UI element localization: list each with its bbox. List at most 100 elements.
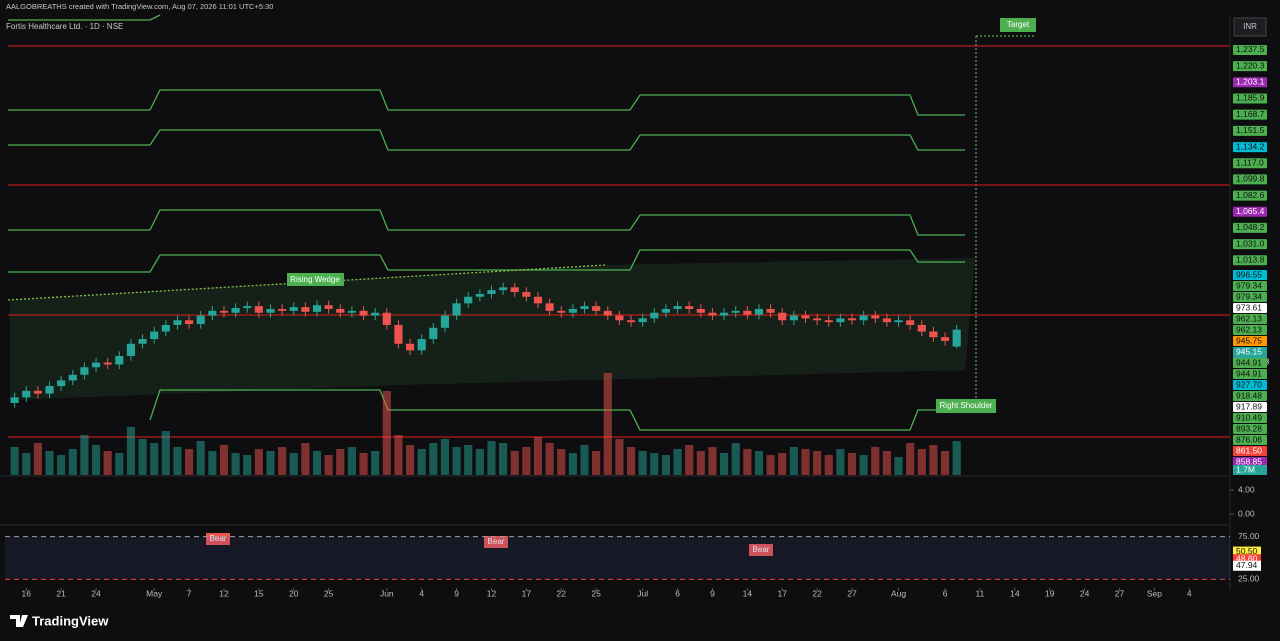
price-label: 1,203.1 xyxy=(1236,77,1265,87)
candle-body xyxy=(254,306,263,313)
rsi-label: 50.50 xyxy=(1236,546,1258,556)
volume-bar xyxy=(731,443,740,475)
candle-body xyxy=(452,303,461,316)
candle-body xyxy=(161,324,170,332)
x-tick-label: May xyxy=(146,588,163,598)
annotation-box xyxy=(287,273,344,286)
y-tick-label: 4.00 xyxy=(1238,484,1255,494)
volume-bar xyxy=(324,455,333,475)
candle-body xyxy=(196,315,205,325)
volume-bar xyxy=(219,445,229,475)
price-label-box xyxy=(1233,336,1267,346)
price-label-box xyxy=(1233,314,1267,324)
y-tick-label: 25.00 xyxy=(1238,574,1260,584)
candle-body xyxy=(731,310,740,313)
price-label-box xyxy=(1233,61,1267,72)
candle-body xyxy=(499,287,508,291)
price-label: 858.85 xyxy=(1236,456,1262,466)
x-tick-label: Jun xyxy=(380,588,394,598)
candle-body xyxy=(219,310,229,313)
volume-bar xyxy=(68,449,77,475)
footer xyxy=(0,603,1280,641)
currency-box[interactable] xyxy=(1233,17,1267,37)
price-label: 1,082.6 xyxy=(1236,190,1265,200)
volume-bar xyxy=(929,445,938,475)
volume-bar xyxy=(487,441,496,475)
candle-body xyxy=(766,308,775,313)
volume-bar xyxy=(510,451,519,475)
volume-bar xyxy=(45,451,54,475)
price-label: 861.50 xyxy=(1236,445,1262,455)
candle-body xyxy=(661,308,670,313)
candle-body xyxy=(312,305,322,312)
volume-bar xyxy=(882,451,891,475)
price-label: 1,185.9 xyxy=(1236,93,1265,103)
volume-bar xyxy=(173,447,182,475)
rsi-label-box xyxy=(1233,554,1261,565)
annotation-box xyxy=(206,533,230,545)
volume-bar xyxy=(382,391,391,475)
candle-body xyxy=(68,374,77,381)
candle-body xyxy=(33,390,42,394)
x-tick-label: 22 xyxy=(812,588,822,598)
price-label: 944.91 xyxy=(1236,368,1262,378)
volume-bar xyxy=(557,449,566,475)
volume-bar xyxy=(615,439,624,475)
volume-bar xyxy=(464,445,473,475)
volume-bar xyxy=(917,449,926,475)
volume-bar xyxy=(254,449,263,475)
x-tick-label: 22 xyxy=(557,588,567,598)
symbol: Fortis Healthcare Ltd. · 1D · NSE xyxy=(6,22,123,31)
candle-body xyxy=(917,324,926,332)
price-label-box xyxy=(1233,435,1267,445)
x-tick-label: 14 xyxy=(1010,588,1020,598)
volume-bar xyxy=(603,373,612,475)
price-label: 944.91 xyxy=(1236,357,1262,367)
x-tick-label: 6 xyxy=(943,588,948,598)
volume-bar xyxy=(661,455,670,475)
volume-bar xyxy=(405,445,415,475)
volume-bar xyxy=(103,451,112,475)
volume-bar xyxy=(952,441,961,475)
price-label: 1,099.8 xyxy=(1236,174,1265,184)
rsi-band xyxy=(5,536,1230,580)
x-tick-label: 16 xyxy=(22,588,32,598)
volume-bar xyxy=(429,443,438,475)
x-tick-label: 25 xyxy=(324,588,334,598)
candle-body xyxy=(487,290,496,294)
candle-body xyxy=(405,343,415,351)
candle-body xyxy=(394,324,403,344)
x-tick-label: Sep xyxy=(1147,588,1162,598)
volume-bar xyxy=(743,449,752,475)
candle-body xyxy=(22,390,31,398)
x-tick-label: Jul xyxy=(637,588,648,598)
candle-body xyxy=(382,312,391,325)
x-tick-label: 27 xyxy=(847,588,857,598)
x-tick-label: 4 xyxy=(1187,588,1192,598)
candle-body xyxy=(929,331,938,338)
candle-body xyxy=(10,397,19,403)
price-label-box xyxy=(1233,109,1267,120)
candle-body xyxy=(138,339,147,344)
currency: INR xyxy=(1243,22,1257,31)
volume-label: 1.7M xyxy=(1236,464,1255,474)
candle-body xyxy=(429,327,438,340)
volume-bar xyxy=(440,439,450,475)
volume-bar xyxy=(847,453,857,475)
candle-body xyxy=(80,367,89,375)
volume-bar xyxy=(638,451,647,475)
price-label: 917.89 xyxy=(1236,401,1262,411)
candle-body xyxy=(115,355,124,365)
volume-bar xyxy=(499,443,508,475)
volume-bar xyxy=(580,445,589,475)
price-label: 945.15 xyxy=(1236,346,1262,356)
candle-body xyxy=(57,380,66,387)
volume-bar xyxy=(720,453,729,475)
price-label-box xyxy=(1233,303,1267,313)
candle-body xyxy=(940,337,950,341)
logo xyxy=(10,615,28,627)
candle-body xyxy=(91,362,101,368)
candle-body xyxy=(417,339,426,351)
candle-body xyxy=(150,331,159,340)
price-label: 1,220.3 xyxy=(1236,60,1265,70)
